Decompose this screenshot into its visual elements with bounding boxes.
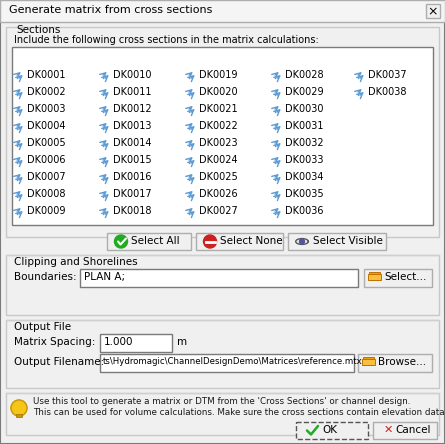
Text: Use this tool to generate a matrix or DTM from the 'Cross Sections' or channel d: Use this tool to generate a matrix or DT… bbox=[33, 397, 410, 406]
Text: ts\Hydromagic\ChannelDesignDemo\Matrices\reference.mtx: ts\Hydromagic\ChannelDesignDemo\Matrices… bbox=[103, 357, 363, 366]
Bar bbox=[373, 422, 437, 439]
Text: DK0001: DK0001 bbox=[27, 70, 65, 80]
Text: DK0027: DK0027 bbox=[199, 206, 238, 216]
Text: DK0008: DK0008 bbox=[27, 189, 65, 199]
Text: m: m bbox=[177, 337, 187, 347]
Text: DK0014: DK0014 bbox=[113, 138, 151, 148]
Text: DK0022: DK0022 bbox=[199, 121, 238, 131]
Bar bbox=[426, 4, 440, 18]
Text: ×: × bbox=[428, 5, 438, 18]
Circle shape bbox=[299, 239, 304, 244]
Text: Include the following cross sections in the matrix calculations:: Include the following cross sections in … bbox=[14, 35, 319, 45]
Circle shape bbox=[114, 235, 128, 248]
Text: DK0003: DK0003 bbox=[27, 104, 65, 114]
Text: DK0018: DK0018 bbox=[113, 206, 151, 216]
Bar bbox=[100, 354, 354, 372]
Text: DK0021: DK0021 bbox=[199, 104, 238, 114]
Text: DK0011: DK0011 bbox=[113, 87, 151, 97]
Bar bbox=[6, 27, 439, 237]
Text: DK0020: DK0020 bbox=[199, 87, 238, 97]
Text: DK0010: DK0010 bbox=[113, 70, 151, 80]
Text: This can be used for volume calculations. Make sure the cross sections contain e: This can be used for volume calculations… bbox=[33, 408, 445, 417]
Text: Boundaries:: Boundaries: bbox=[14, 272, 77, 282]
Text: DK0019: DK0019 bbox=[199, 70, 238, 80]
Text: DK0007: DK0007 bbox=[27, 172, 65, 182]
Bar bbox=[6, 320, 439, 388]
Text: Sections: Sections bbox=[16, 25, 61, 35]
Bar bbox=[196, 233, 283, 250]
Text: Select Visible: Select Visible bbox=[313, 236, 383, 246]
Text: Select...: Select... bbox=[384, 272, 426, 282]
Text: DK0032: DK0032 bbox=[285, 138, 324, 148]
Circle shape bbox=[203, 235, 217, 248]
Text: DK0009: DK0009 bbox=[27, 206, 65, 216]
Text: Clipping and Shorelines: Clipping and Shorelines bbox=[14, 257, 138, 267]
Text: DK0012: DK0012 bbox=[113, 104, 152, 114]
Text: DK0004: DK0004 bbox=[27, 121, 65, 131]
Bar bbox=[12, 47, 433, 225]
Text: Matrix Spacing:: Matrix Spacing: bbox=[14, 337, 95, 347]
Text: DK0005: DK0005 bbox=[27, 138, 65, 148]
Bar bbox=[80, 269, 358, 287]
Text: DK0013: DK0013 bbox=[113, 121, 151, 131]
Bar bbox=[100, 334, 172, 352]
Bar bbox=[296, 422, 368, 439]
Text: DK0025: DK0025 bbox=[199, 172, 238, 182]
Bar bbox=[16, 414, 22, 417]
Text: DK0033: DK0033 bbox=[285, 155, 324, 165]
Text: DK0031: DK0031 bbox=[285, 121, 324, 131]
Text: ✕: ✕ bbox=[384, 425, 393, 435]
Bar bbox=[369, 272, 380, 280]
Bar bbox=[368, 274, 381, 280]
Text: DK0026: DK0026 bbox=[199, 189, 238, 199]
Text: DK0002: DK0002 bbox=[27, 87, 65, 97]
Bar bbox=[364, 269, 432, 287]
Bar bbox=[107, 233, 191, 250]
Text: DK0028: DK0028 bbox=[285, 70, 324, 80]
Text: DK0015: DK0015 bbox=[113, 155, 152, 165]
Text: Select All: Select All bbox=[131, 236, 180, 246]
Bar bbox=[6, 255, 439, 315]
Text: Output File: Output File bbox=[14, 322, 71, 332]
Text: DK0037: DK0037 bbox=[368, 70, 407, 80]
Text: DK0023: DK0023 bbox=[199, 138, 238, 148]
Text: OK: OK bbox=[322, 425, 337, 435]
Text: 1.000: 1.000 bbox=[104, 337, 134, 347]
Text: DK0034: DK0034 bbox=[285, 172, 324, 182]
Text: DK0038: DK0038 bbox=[368, 87, 406, 97]
Text: DK0036: DK0036 bbox=[285, 206, 324, 216]
Bar bbox=[288, 233, 386, 250]
Text: DK0029: DK0029 bbox=[285, 87, 324, 97]
Text: DK0024: DK0024 bbox=[199, 155, 238, 165]
Circle shape bbox=[11, 400, 27, 416]
Text: DK0006: DK0006 bbox=[27, 155, 65, 165]
Text: Generate matrix from cross sections: Generate matrix from cross sections bbox=[9, 5, 212, 15]
Bar bbox=[358, 354, 432, 372]
Bar bbox=[362, 358, 375, 365]
Bar bbox=[363, 357, 374, 365]
Text: DK0030: DK0030 bbox=[285, 104, 324, 114]
Text: PLAN A;: PLAN A; bbox=[84, 272, 125, 282]
Text: DK0016: DK0016 bbox=[113, 172, 151, 182]
Text: Cancel: Cancel bbox=[395, 425, 430, 435]
Bar bbox=[0, 0, 445, 22]
Text: DK0017: DK0017 bbox=[113, 189, 152, 199]
Text: DK0035: DK0035 bbox=[285, 189, 324, 199]
Bar bbox=[6, 393, 439, 435]
Text: Browse...: Browse... bbox=[378, 357, 426, 367]
Text: Select None: Select None bbox=[220, 236, 283, 246]
Text: Output Filename:: Output Filename: bbox=[14, 357, 104, 367]
